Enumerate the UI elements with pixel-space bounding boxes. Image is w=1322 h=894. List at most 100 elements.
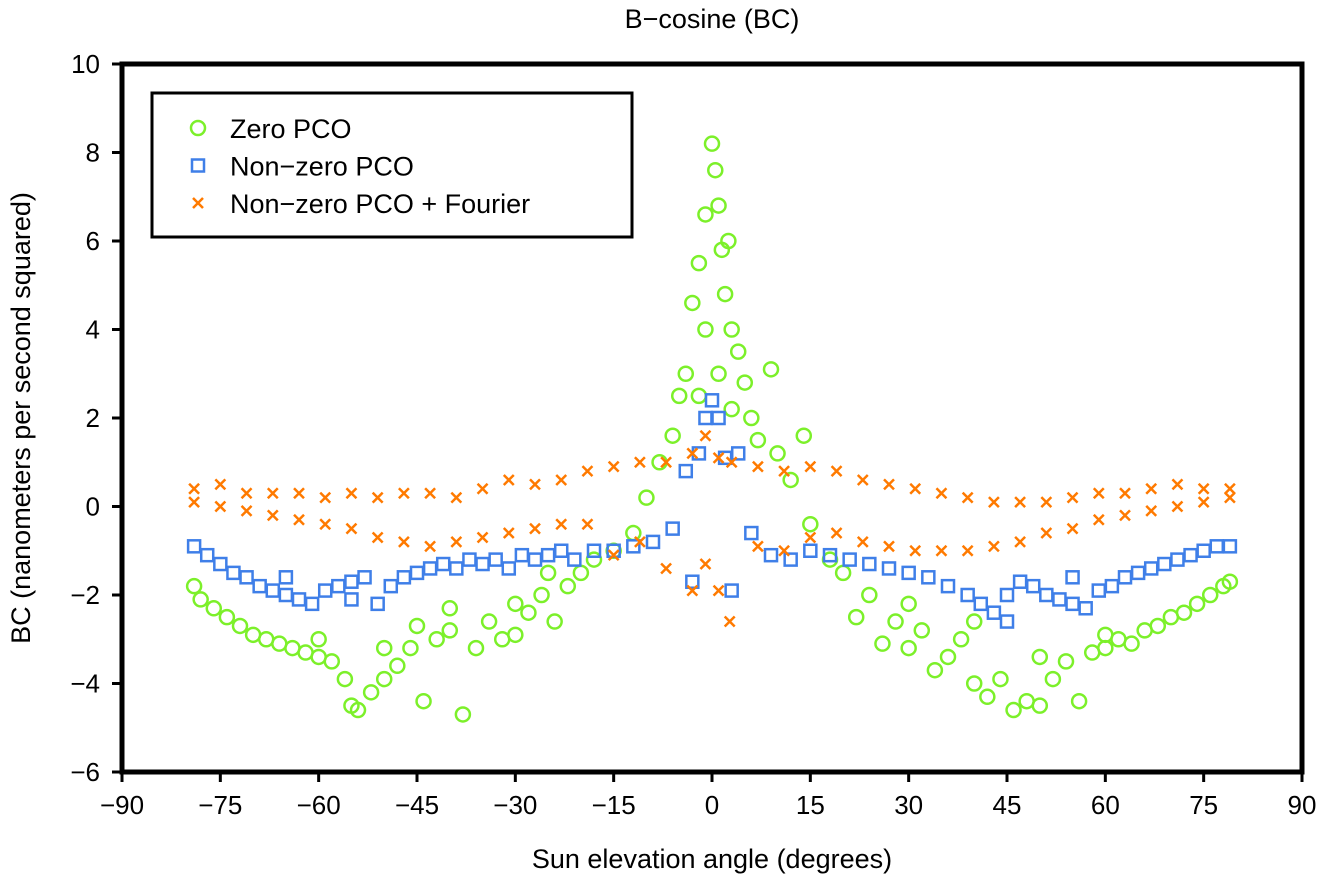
data-point [331,578,346,594]
data-point [1119,487,1131,500]
data-point [1224,491,1236,504]
data-point [1149,617,1167,635]
data-point [344,574,359,589]
data-point [540,547,556,563]
y-tick-label: −2 [70,580,100,610]
data-point [830,527,843,539]
data-point [744,525,759,541]
x-axis-label: Sun elevation angle (degrees) [532,844,892,874]
data-point [940,578,956,594]
data-point [278,587,294,603]
data-point [769,445,786,462]
data-point [480,613,498,630]
data-point [1221,573,1239,590]
x-tick-label: −45 [395,790,439,820]
data-point [424,487,436,500]
data-point [1031,697,1049,714]
data-point [319,518,332,531]
data-point [345,487,358,500]
data-point [660,456,672,469]
data-point [559,577,577,595]
data-point [266,509,279,522]
x-tick-label: 90 [1288,790,1317,820]
data-point [686,584,699,597]
legend-label: Non−zero PCO + Fourier [230,189,530,219]
legend-label: Non−zero PCO [230,152,414,182]
data-point [822,547,838,563]
data-point [724,583,739,598]
data-point [960,587,975,603]
data-point [1040,527,1053,539]
data-point [266,487,279,500]
data-point [973,596,989,612]
data-point [1117,570,1133,585]
data-point [226,565,241,581]
data-point [501,561,517,576]
data-points [185,135,1239,723]
data-point [585,551,603,568]
chart-title: B−cosine (BC) [625,4,800,34]
data-point [965,675,983,692]
data-point [986,605,1002,620]
data-point [625,524,642,542]
y-tick-label: 0 [86,492,100,522]
data-point [553,543,569,558]
data-point [1196,543,1211,558]
data-point [684,294,701,312]
data-point [185,577,203,595]
data-point [1092,513,1105,526]
data-point [278,570,294,585]
data-point [1188,595,1206,613]
data-point [1014,536,1026,548]
data-point [935,487,948,500]
data-point [1065,596,1080,612]
data-point [1078,601,1093,616]
data-point [291,592,307,607]
data-point [725,456,738,469]
data-point [1025,578,1041,594]
data-point [1097,639,1114,657]
x-tick-label: 15 [796,790,825,820]
data-point [441,622,459,639]
data-point [1104,578,1120,594]
y-axis-label: BC (nanometers per second squared) [6,192,36,644]
data-point [231,617,249,635]
data-point [909,482,922,495]
data-point [1222,539,1238,554]
data-point [804,460,817,473]
data-point [344,592,359,607]
x-tick-label: 30 [894,790,923,820]
data-point [409,565,425,581]
data-point [428,631,445,648]
data-point [685,574,700,589]
data-point [699,558,712,570]
y-tick-label: 8 [86,138,100,168]
data-point [1175,604,1193,621]
data-point [712,584,725,597]
data-point [1039,587,1054,603]
data-point [1044,670,1062,688]
data-point [1145,505,1158,517]
series-1 [186,393,1238,629]
data-point [572,564,590,582]
data-point [398,487,410,500]
data-point [424,540,436,553]
data-point [887,613,904,630]
data-point [555,474,568,486]
data-point [214,478,227,491]
data-point [441,600,459,617]
data-point [188,482,200,495]
data-point [488,552,503,567]
data-point [743,409,760,427]
data-point [1209,539,1225,554]
data-point [1005,701,1022,719]
data-point [749,431,767,449]
data-point [450,536,463,548]
data-point [697,321,714,338]
data-point [802,515,819,533]
data-point [1123,635,1140,652]
data-point [686,447,699,460]
data-point [213,556,228,572]
x-tick-label: −30 [493,790,537,820]
data-point [408,617,426,635]
